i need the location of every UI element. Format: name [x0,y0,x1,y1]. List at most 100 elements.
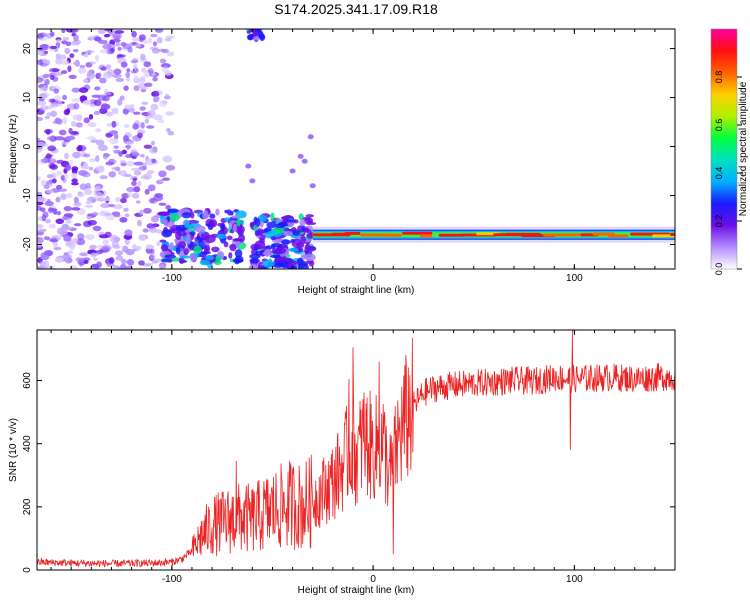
spectrogram-blob [112,204,123,210]
y-tick-label: 200 [22,498,33,515]
spectrogram-blob [39,264,44,269]
spectrogram-blob [82,257,91,262]
spectrogram-blob [144,118,150,124]
spectrogram-blob [69,53,75,59]
spectrogram-blob [78,87,89,94]
spectrogram-blob [94,86,101,91]
spectrogram-frame [36,28,676,270]
spectrogram-blob [245,163,252,169]
spectrogram-blob [181,212,192,219]
spectrogram-blob [175,246,181,255]
spectrogram-blob [120,197,127,204]
spectrogram-blob [216,233,227,240]
spectrogram-blob [52,241,58,248]
spectrogram-blob [93,99,102,107]
spectrogram-blob [89,244,97,250]
spectrogram-blob [120,61,128,68]
spectrogram-blob [114,250,124,256]
spectrogram-blob [131,155,137,160]
spectrogram-blob [60,59,70,65]
track-core [402,231,433,235]
spectrogram-blob [45,153,52,160]
spectrogram-blob [53,246,62,251]
spectrogram-blob [37,116,44,122]
spectrogram-blob [111,120,117,128]
spectrogram-blob [53,210,58,215]
spectrogram-blob [125,154,133,159]
spectrogram-blob [39,207,46,213]
spectrogram-blob [72,237,79,243]
spectrogram-blob [77,67,87,74]
spectrogram-blob [123,173,132,177]
spectrogram-blob [158,100,168,107]
spectrogram-blob [115,255,124,261]
spectrogram-blob [223,241,229,248]
spectrogram-blob [85,200,93,205]
spectrogram-blob [150,103,159,111]
spectrogram-blob [72,151,81,159]
spectrogram-blob [70,120,77,127]
spectrogram-blob [228,252,233,259]
spectrogram-blob [85,234,95,240]
x-tick-label: 100 [566,273,583,284]
snr-xlabel: Height of straight line (km) [298,585,415,596]
spectrogram-blob [106,111,113,117]
spectrogram-blob [133,85,140,92]
spectrogram-blob [46,189,54,194]
spectrogram-blob [71,207,81,211]
spectrogram-blob [164,254,177,259]
spectrogram-blob [113,68,122,75]
spectrogram-blob [155,229,163,234]
spectrogram-blob [86,136,96,140]
colorbar-tick-label: 0.6 [714,119,724,132]
spectrogram-blob [52,72,63,76]
spectrogram-blob [67,241,76,249]
spectrogram-blob [53,88,60,94]
spectrogram-blob [115,41,121,47]
spectrogram-blob [37,191,43,196]
spectrogram-blob [42,73,50,79]
spectrogram-blob [83,189,93,196]
spectrogram-blob [124,213,130,217]
spectrogram-blob [54,95,61,102]
snr-ticks: -100 0 100 0 200 400 600 [22,330,676,585]
spectrogram-blob [106,122,112,127]
y-tick-label: 10 [22,92,33,104]
spectrogram-blob [154,91,159,95]
spectrogram-blob [133,186,141,193]
spectrogram-blob [77,144,83,152]
spectrogram-blob [97,29,106,35]
spectrogram-blob [77,193,85,197]
spectrogram-blob [88,158,97,163]
spectrogram-blob [47,145,56,152]
spectrogram-blob [77,233,85,241]
spectrogram-blob [213,260,222,265]
track-core [438,233,465,237]
spectrogram-blob [97,165,105,173]
spectrogram-blob [93,257,98,261]
spectrogram-xlabel: Height of straight line (km) [298,285,415,296]
spectrogram-blob [37,224,44,229]
spectrogram-blob [57,100,63,107]
spectrogram-blob [124,104,131,110]
spectrogram-blob [307,134,314,140]
spectrogram-blob [119,216,128,223]
spectrogram-blob [40,179,47,187]
spectrogram-blob [97,197,106,202]
spectrogram-blob [164,93,170,98]
spectrogram-blob [161,229,173,238]
spectrogram-blob [123,207,129,212]
y-tick-label: 600 [22,372,33,389]
spectrogram-blob [110,234,118,239]
spectrogram-blob [133,63,138,71]
spectrogram-blob [55,218,65,225]
spectrogram-blob [203,210,209,217]
spectrogram-blob [155,29,164,33]
spectrogram-blob [302,216,312,221]
spectrogram-blob [274,223,286,229]
spectrogram-blob [140,122,145,129]
colorbar-ticks: 0.0 0.2 0.4 0.6 0.8 [714,71,742,275]
snr-panel: -100 0 100 0 200 400 600 Height of straight li… [8,329,676,596]
spectrogram-blob [132,122,139,130]
